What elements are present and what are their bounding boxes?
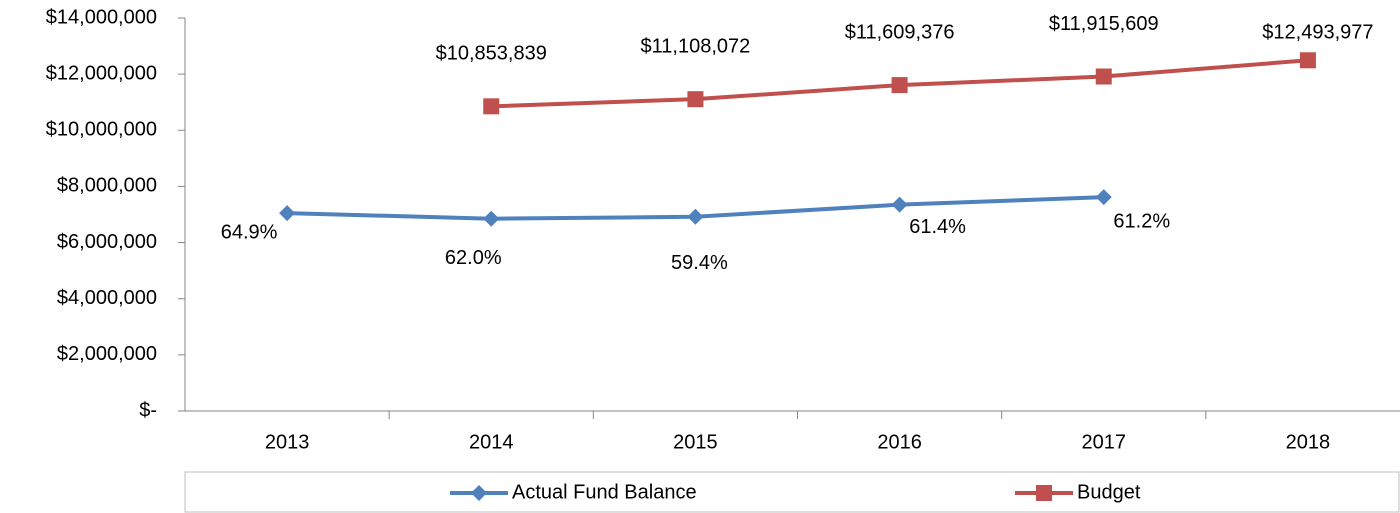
legend-label: Budget [1077, 481, 1141, 503]
y-tick-label: $4,000,000 [57, 287, 157, 309]
point [891, 196, 908, 213]
y-tick-label: $8,000,000 [57, 175, 157, 197]
annotation: 64.9% [221, 221, 278, 243]
data-label: $11,915,609 [1049, 13, 1159, 35]
legend-label: Actual Fund Balance [512, 481, 697, 503]
point [891, 77, 908, 94]
point [687, 91, 704, 108]
data-label: $11,609,376 [845, 21, 955, 43]
legend-marker [471, 485, 487, 501]
annotation: 61.4% [909, 216, 966, 238]
x-tick-label: 2014 [469, 431, 514, 453]
x-tick-label: 2016 [877, 431, 922, 453]
y-tick-label: $14,000,000 [46, 6, 157, 28]
point [483, 210, 500, 227]
y-tick-label: $2,000,000 [57, 343, 157, 365]
point [1095, 189, 1112, 206]
legend-marker [1036, 485, 1052, 501]
legend-box [184, 471, 1400, 513]
data-label: $12,493,977 [1262, 22, 1373, 44]
x-tick-label: 2018 [1286, 431, 1331, 453]
data-label: $11,108,072 [641, 35, 751, 57]
x-tick-label: 2013 [265, 431, 310, 453]
x-tick-label: 2015 [673, 431, 718, 453]
point [1299, 52, 1316, 69]
y-tick-label: $6,000,000 [57, 231, 157, 253]
point [687, 208, 704, 225]
annotation: 59.4% [671, 252, 728, 274]
point [483, 98, 500, 115]
point [1095, 68, 1112, 85]
y-tick-label: $12,000,000 [46, 62, 157, 84]
y-tick-label: $- [139, 399, 157, 421]
y-tick-label: $10,000,000 [46, 119, 157, 141]
data-label: $10,853,839 [436, 43, 547, 65]
x-tick-label: 2017 [1082, 431, 1127, 453]
annotation: 62.0% [445, 247, 502, 269]
point [279, 205, 296, 222]
annotation: 61.2% [1113, 210, 1170, 232]
